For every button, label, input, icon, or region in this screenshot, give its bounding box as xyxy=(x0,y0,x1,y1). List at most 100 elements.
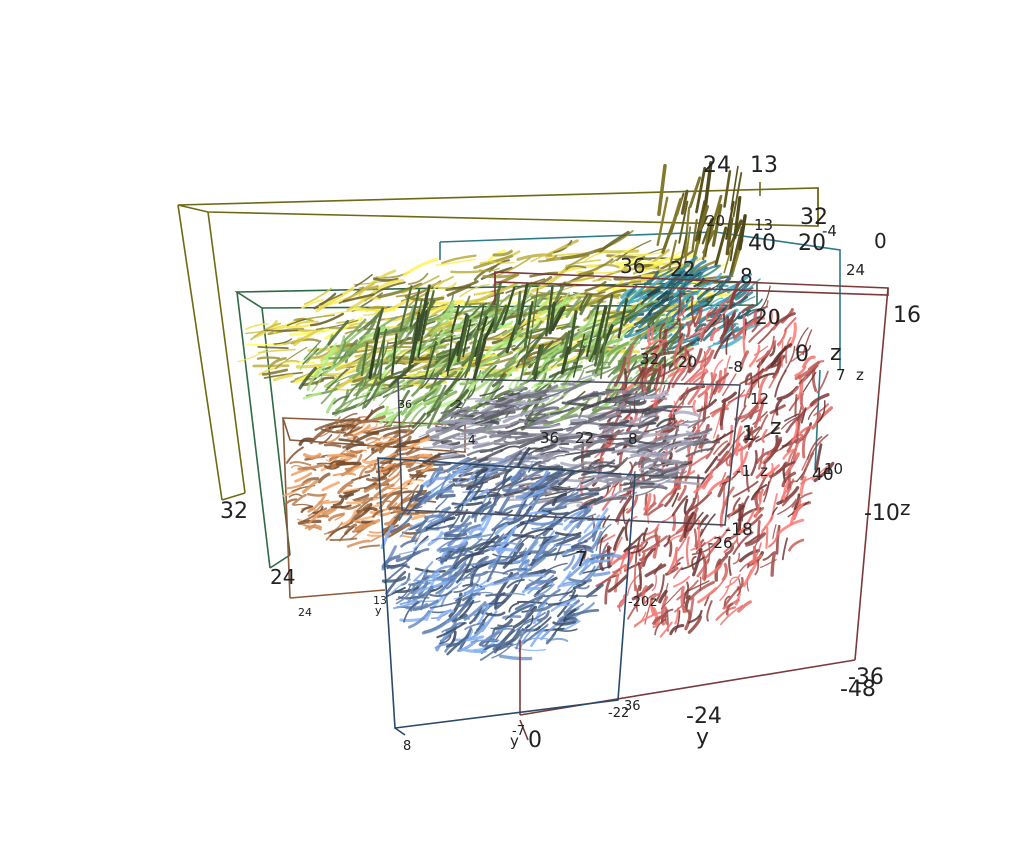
fiber-streamline xyxy=(725,602,734,616)
fiber-streamline xyxy=(334,353,376,371)
fiber-streamline xyxy=(579,294,589,312)
fiber-streamline xyxy=(697,264,720,279)
fiber-streamline xyxy=(608,396,629,402)
fiber-streamline xyxy=(656,316,669,326)
fiber-streamline xyxy=(781,494,792,507)
fiber-streamline xyxy=(356,497,374,513)
fiber-streamline xyxy=(757,285,771,313)
fiber-streamline xyxy=(439,493,456,499)
fiber-streamline xyxy=(678,200,689,244)
fiber-streamline xyxy=(713,527,730,546)
fiber-streamline xyxy=(699,346,712,371)
fiber-streamline xyxy=(753,345,769,356)
fiber-streamline xyxy=(398,549,418,555)
fiber-streamline xyxy=(546,469,574,482)
fiber-streamline xyxy=(499,400,526,411)
fiber-streamline xyxy=(763,481,770,503)
fiber-streamline xyxy=(435,579,453,595)
fiber-streamline xyxy=(517,282,529,326)
fiber-streamline xyxy=(640,390,668,400)
fiber-streamline xyxy=(291,465,304,469)
fiber-streamline xyxy=(488,259,510,273)
fiber-streamline xyxy=(349,465,365,475)
fiber-streamline xyxy=(709,407,722,415)
fiber-streamline xyxy=(623,551,634,571)
fiber-streamline xyxy=(484,467,506,478)
fiber-streamline xyxy=(414,577,445,582)
fiber-streamline xyxy=(658,589,668,604)
fiber-streamline xyxy=(560,247,603,260)
fiber-streamline xyxy=(768,530,779,548)
fiber-streamline xyxy=(809,393,830,407)
fiber-streamline xyxy=(492,273,520,287)
tick-label: 20 xyxy=(798,231,826,256)
fiber-streamline xyxy=(495,628,521,651)
fiber-streamline xyxy=(349,423,359,433)
fiber-streamline xyxy=(448,463,469,481)
fiber-streamline xyxy=(537,254,558,263)
fiber-streamline xyxy=(747,396,767,415)
fiber-streamline xyxy=(493,541,519,546)
fiber-streamline xyxy=(557,428,576,437)
blue-bundle xyxy=(380,447,621,661)
fiber-streamline xyxy=(273,338,293,345)
fiber-streamline xyxy=(626,284,638,297)
fiber-streamline xyxy=(366,423,378,430)
fiber-streamline xyxy=(650,320,678,337)
fiber-streamline xyxy=(461,592,481,602)
fiber-streamline xyxy=(727,424,733,447)
fiber-streamline xyxy=(391,333,398,375)
fiber-streamline xyxy=(462,648,487,654)
fiber-streamline xyxy=(794,360,821,380)
fiber-streamline xyxy=(294,472,313,483)
fiber-streamline xyxy=(311,367,326,392)
fiber-streamline xyxy=(684,432,711,439)
fiber-streamline xyxy=(528,468,550,489)
fiber-streamline xyxy=(518,556,546,577)
fiber-streamline xyxy=(579,557,611,563)
fiber-streamline xyxy=(623,255,645,268)
fiber-streamline xyxy=(537,297,565,304)
fiber-streamline xyxy=(597,280,642,294)
fiber-streamline xyxy=(317,472,331,484)
fiber-streamline xyxy=(426,384,447,418)
fiber-streamline xyxy=(420,367,436,390)
fiber-streamline xyxy=(477,534,500,555)
fiber-streamline xyxy=(441,547,457,552)
fiber-streamline xyxy=(512,503,525,521)
fiber-streamline xyxy=(410,517,429,542)
fiber-streamline xyxy=(487,559,506,570)
fiber-streamline xyxy=(505,471,526,495)
fiber-streamline xyxy=(358,544,381,549)
fiber-streamline xyxy=(669,274,690,295)
fiber-streamline xyxy=(376,405,406,416)
fiber-streamline xyxy=(811,463,831,481)
fiber-streamline xyxy=(400,395,426,416)
fiber-streamline xyxy=(533,396,564,409)
fiber-streamline xyxy=(672,575,690,588)
fiber-streamline xyxy=(466,449,494,457)
fiber-streamline xyxy=(794,365,807,377)
fiber-streamline xyxy=(295,320,319,326)
fiber-streamline xyxy=(532,603,554,612)
fiber-streamline xyxy=(288,328,331,336)
fiber-streamline xyxy=(715,372,730,384)
fiber-streamline xyxy=(641,535,668,553)
fiber-streamline xyxy=(365,476,388,482)
fiber-streamline xyxy=(509,462,528,467)
fiber-streamline xyxy=(421,619,450,635)
fiber-streamline xyxy=(349,449,363,454)
tick-label: 2 xyxy=(455,398,462,411)
tick-label: -7 xyxy=(512,724,525,739)
fiber-streamline xyxy=(713,440,729,455)
tick-label: z xyxy=(760,462,768,480)
fiber-streamline xyxy=(325,368,348,391)
fiber-streamline xyxy=(767,360,782,369)
fiber-streamline xyxy=(607,314,622,328)
fiber-streamline xyxy=(399,599,418,605)
fiber-streamline xyxy=(472,305,497,319)
fiber-streamline xyxy=(295,361,337,369)
fiber-streamline xyxy=(436,346,471,359)
fiber-streamline xyxy=(560,461,582,468)
fiber-streamline xyxy=(355,518,381,532)
